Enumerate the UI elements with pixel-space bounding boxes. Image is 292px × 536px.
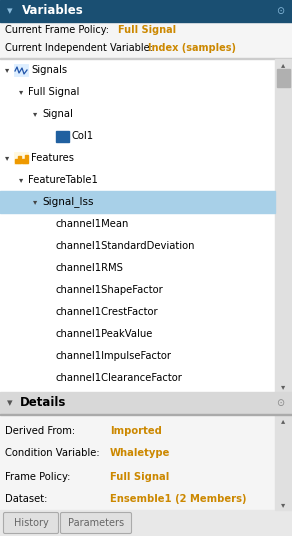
Bar — [0, 59, 275, 392]
Text: Signal: Signal — [42, 109, 73, 119]
Text: Variables: Variables — [22, 4, 84, 18]
Text: Current Independent Variable:: Current Independent Variable: — [5, 43, 153, 53]
Text: Frame Policy:: Frame Policy: — [5, 472, 70, 481]
Text: ⊙: ⊙ — [276, 6, 284, 16]
Text: Features: Features — [31, 153, 74, 163]
Text: ▾: ▾ — [19, 87, 23, 96]
Bar — [14, 152, 28, 164]
Text: ▾: ▾ — [281, 500, 285, 509]
Text: ▾: ▾ — [7, 6, 13, 16]
Text: Full Signal: Full Signal — [118, 25, 176, 35]
Bar — [275, 59, 292, 392]
Bar — [0, 392, 292, 414]
Text: Dataset:: Dataset: — [5, 495, 47, 504]
Text: ▾: ▾ — [19, 175, 23, 184]
Text: channel1ImpulseFactor: channel1ImpulseFactor — [56, 351, 172, 361]
Text: History: History — [14, 518, 48, 528]
Bar — [0, 58, 292, 59]
Text: Ensemble1 (2 Members): Ensemble1 (2 Members) — [110, 495, 246, 504]
Bar — [15, 159, 18, 163]
Bar — [0, 0, 292, 22]
Text: ▾: ▾ — [33, 109, 37, 118]
Bar — [0, 22, 292, 58]
Text: Full Signal: Full Signal — [28, 87, 79, 97]
Text: channel1ShapeFactor: channel1ShapeFactor — [56, 285, 164, 295]
Text: Current Frame Policy:: Current Frame Policy: — [5, 25, 109, 35]
Text: ⊙: ⊙ — [276, 398, 284, 408]
Text: ▾: ▾ — [5, 65, 9, 75]
Bar — [22, 159, 25, 163]
Bar — [56, 130, 69, 142]
Text: channel1RMS: channel1RMS — [56, 263, 124, 273]
Text: ▾: ▾ — [281, 382, 285, 391]
Bar — [0, 510, 292, 536]
Bar — [0, 414, 292, 415]
Text: Signals: Signals — [31, 65, 67, 75]
Text: Imported: Imported — [110, 426, 162, 435]
Text: channel1StandardDeviation: channel1StandardDeviation — [56, 241, 196, 251]
Bar — [0, 191, 275, 213]
FancyBboxPatch shape — [4, 512, 58, 533]
Bar — [25, 155, 27, 163]
Text: Parameters: Parameters — [68, 518, 124, 528]
Text: Details: Details — [20, 397, 66, 410]
Text: channel1PeakValue: channel1PeakValue — [56, 329, 153, 339]
Text: ▾: ▾ — [33, 197, 37, 206]
Text: Full Signal: Full Signal — [110, 472, 169, 481]
FancyBboxPatch shape — [60, 512, 131, 533]
Text: Condition Variable:: Condition Variable: — [5, 449, 100, 458]
Text: ▾: ▾ — [7, 398, 13, 408]
Text: channel1ClearanceFactor: channel1ClearanceFactor — [56, 373, 183, 383]
Bar — [14, 64, 28, 76]
Text: ▴: ▴ — [281, 60, 285, 69]
Bar — [277, 69, 290, 87]
Text: ▴: ▴ — [281, 416, 285, 425]
Text: Index (samples): Index (samples) — [148, 43, 236, 53]
Bar — [275, 415, 292, 510]
Bar — [0, 415, 275, 510]
Text: FeatureTable1: FeatureTable1 — [28, 175, 98, 185]
Text: Signal_lss: Signal_lss — [42, 197, 93, 207]
Text: Col1: Col1 — [72, 131, 94, 141]
Text: Derived From:: Derived From: — [5, 426, 75, 435]
Text: channel1Mean: channel1Mean — [56, 219, 129, 229]
Bar — [18, 156, 20, 163]
Text: Whaletype: Whaletype — [110, 449, 170, 458]
Text: ▾: ▾ — [5, 153, 9, 162]
Text: channel1CrestFactor: channel1CrestFactor — [56, 307, 159, 317]
